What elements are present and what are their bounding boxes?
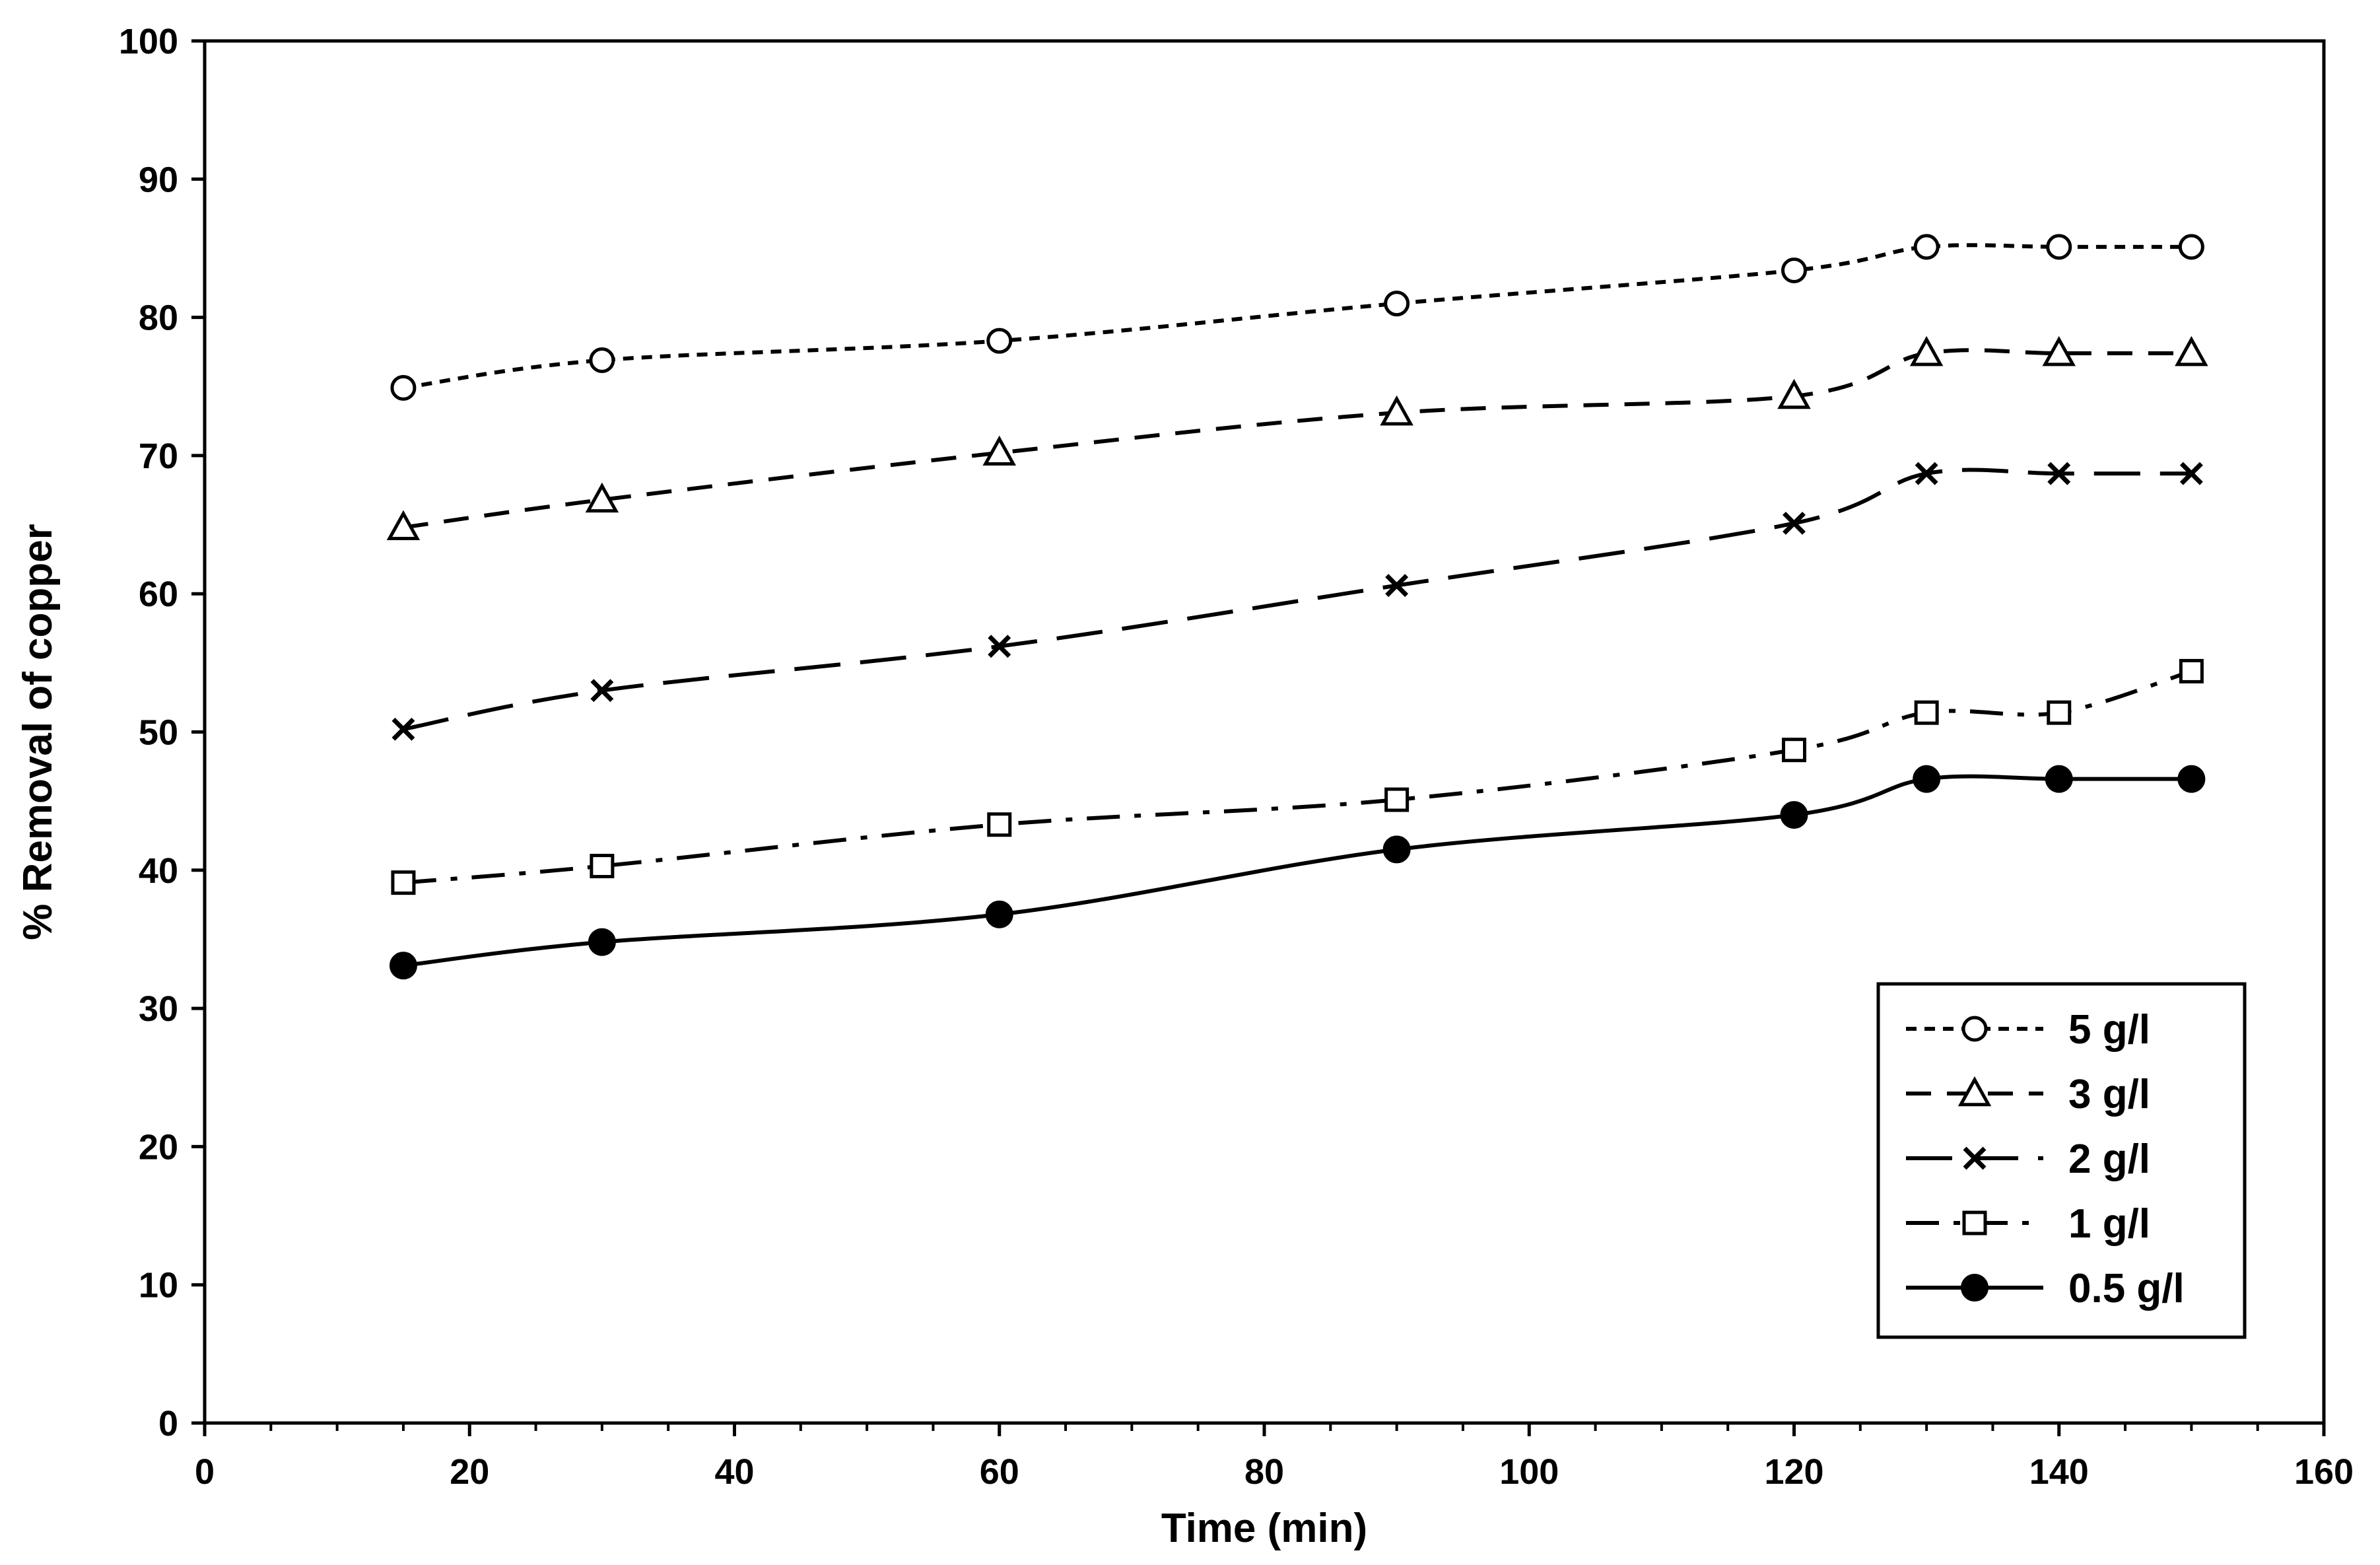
data-point (2042, 335, 2076, 366)
data-point (1384, 291, 1410, 317)
series-line (403, 348, 2192, 530)
data-point (2045, 765, 2073, 793)
legend-marker (1957, 1076, 1992, 1107)
data-point (391, 717, 415, 741)
legend-marker (1962, 1210, 1987, 1235)
series-3-g-l (386, 335, 2208, 541)
data-point (1780, 801, 1808, 829)
y-tick-label: 90 (139, 160, 178, 199)
y-tick-label: 80 (139, 298, 178, 338)
data-point (585, 482, 619, 513)
legend-frame (1876, 982, 2247, 1339)
x-tick-label: 60 (980, 1452, 1019, 1492)
data-point (588, 928, 616, 956)
data-point (985, 900, 1013, 928)
data-point (386, 510, 421, 541)
series-line (403, 468, 2192, 732)
legend-item: 3 g/l (1906, 1072, 2150, 1117)
data-point (1382, 835, 1411, 864)
x-tick-label: 100 (1499, 1452, 1559, 1492)
data-point (2047, 462, 2071, 485)
data-point (1915, 462, 1938, 485)
legend-label: 0.5 g/l (2068, 1266, 2185, 1311)
y-tick-label: 70 (139, 436, 178, 476)
y-tick-label: 40 (139, 851, 178, 891)
data-point (1385, 574, 1409, 598)
data-point (2177, 765, 2206, 793)
series-5-g-l (390, 234, 2204, 401)
data-point (1782, 738, 1806, 763)
data-point (2178, 234, 2204, 260)
data-point (1384, 787, 1410, 812)
x-tick-label: 0 (195, 1452, 215, 1492)
data-point (391, 870, 416, 895)
series-line (403, 243, 2192, 390)
data-point (1913, 234, 1940, 260)
axes: 0 10 20 30 40 50 60 70 80 90 100 0 20 40 60 80 100 120 140… (119, 22, 2354, 1492)
data-point (986, 328, 1013, 354)
legend-label: 3 g/l (2068, 1072, 2150, 1117)
x-tick-label: 140 (2029, 1452, 2089, 1492)
data-point (590, 854, 615, 879)
y-tick-label: 60 (139, 574, 178, 614)
series-group (386, 234, 2208, 980)
legend-marker (1963, 1146, 1987, 1170)
legend-label: 2 g/l (2068, 1136, 2150, 1182)
series-0-5-g-l (389, 765, 2206, 980)
data-point (1380, 395, 1413, 426)
data-point (390, 374, 417, 401)
data-point (1914, 700, 1939, 725)
data-point (589, 347, 615, 373)
legend-item: 1 g/l (1906, 1201, 2150, 1247)
data-point (389, 952, 417, 980)
data-point (590, 679, 614, 703)
y-axis-title: % Removal of copper (15, 524, 61, 940)
y-tick-label: 20 (139, 1127, 178, 1167)
data-point (1783, 511, 1806, 535)
legend: 5 g/l 3 g/l 2 g/l 1 g/l 0.5 g/l (1876, 982, 2247, 1339)
y-tick-label: 100 (119, 22, 178, 61)
x-tick-label: 40 (714, 1452, 754, 1492)
data-point (1909, 335, 1944, 366)
data-point (2046, 234, 2072, 260)
data-point (982, 435, 1016, 466)
data-point (988, 635, 1011, 658)
x-tick-label: 120 (1764, 1452, 1823, 1492)
y-tick-label: 10 (139, 1266, 178, 1305)
data-point (2047, 700, 2072, 725)
y-tick-label: 30 (139, 989, 178, 1029)
series-line (403, 774, 2192, 968)
legend-item: 0.5 g/l (1906, 1266, 2185, 1311)
x-tick-label: 20 (450, 1452, 489, 1492)
legend-item: 2 g/l (1906, 1136, 2150, 1182)
legend-label: 5 g/l (2068, 1007, 2150, 1053)
y-tick-label: 0 (158, 1404, 178, 1443)
data-point (2175, 335, 2208, 366)
data-point (1777, 378, 1811, 409)
legend-label: 1 g/l (2068, 1201, 2150, 1247)
legend-item: 5 g/l (1906, 1007, 2150, 1053)
data-point (2179, 658, 2204, 683)
data-point (987, 812, 1012, 837)
data-point (1781, 257, 1807, 283)
series-2-g-l (391, 462, 2203, 741)
legend-marker (1961, 1274, 1989, 1302)
legend-marker (1961, 1016, 1988, 1042)
series-1-g-l (391, 658, 2204, 895)
x-tick-label: 160 (2294, 1452, 2354, 1492)
x-axis-title: Time (min) (1161, 1506, 1367, 1551)
y-tick-label: 50 (139, 713, 178, 753)
series-line (403, 669, 2193, 885)
data-point (2179, 462, 2203, 485)
x-tick-label: 80 (1244, 1452, 1284, 1492)
data-point (1913, 765, 1941, 793)
